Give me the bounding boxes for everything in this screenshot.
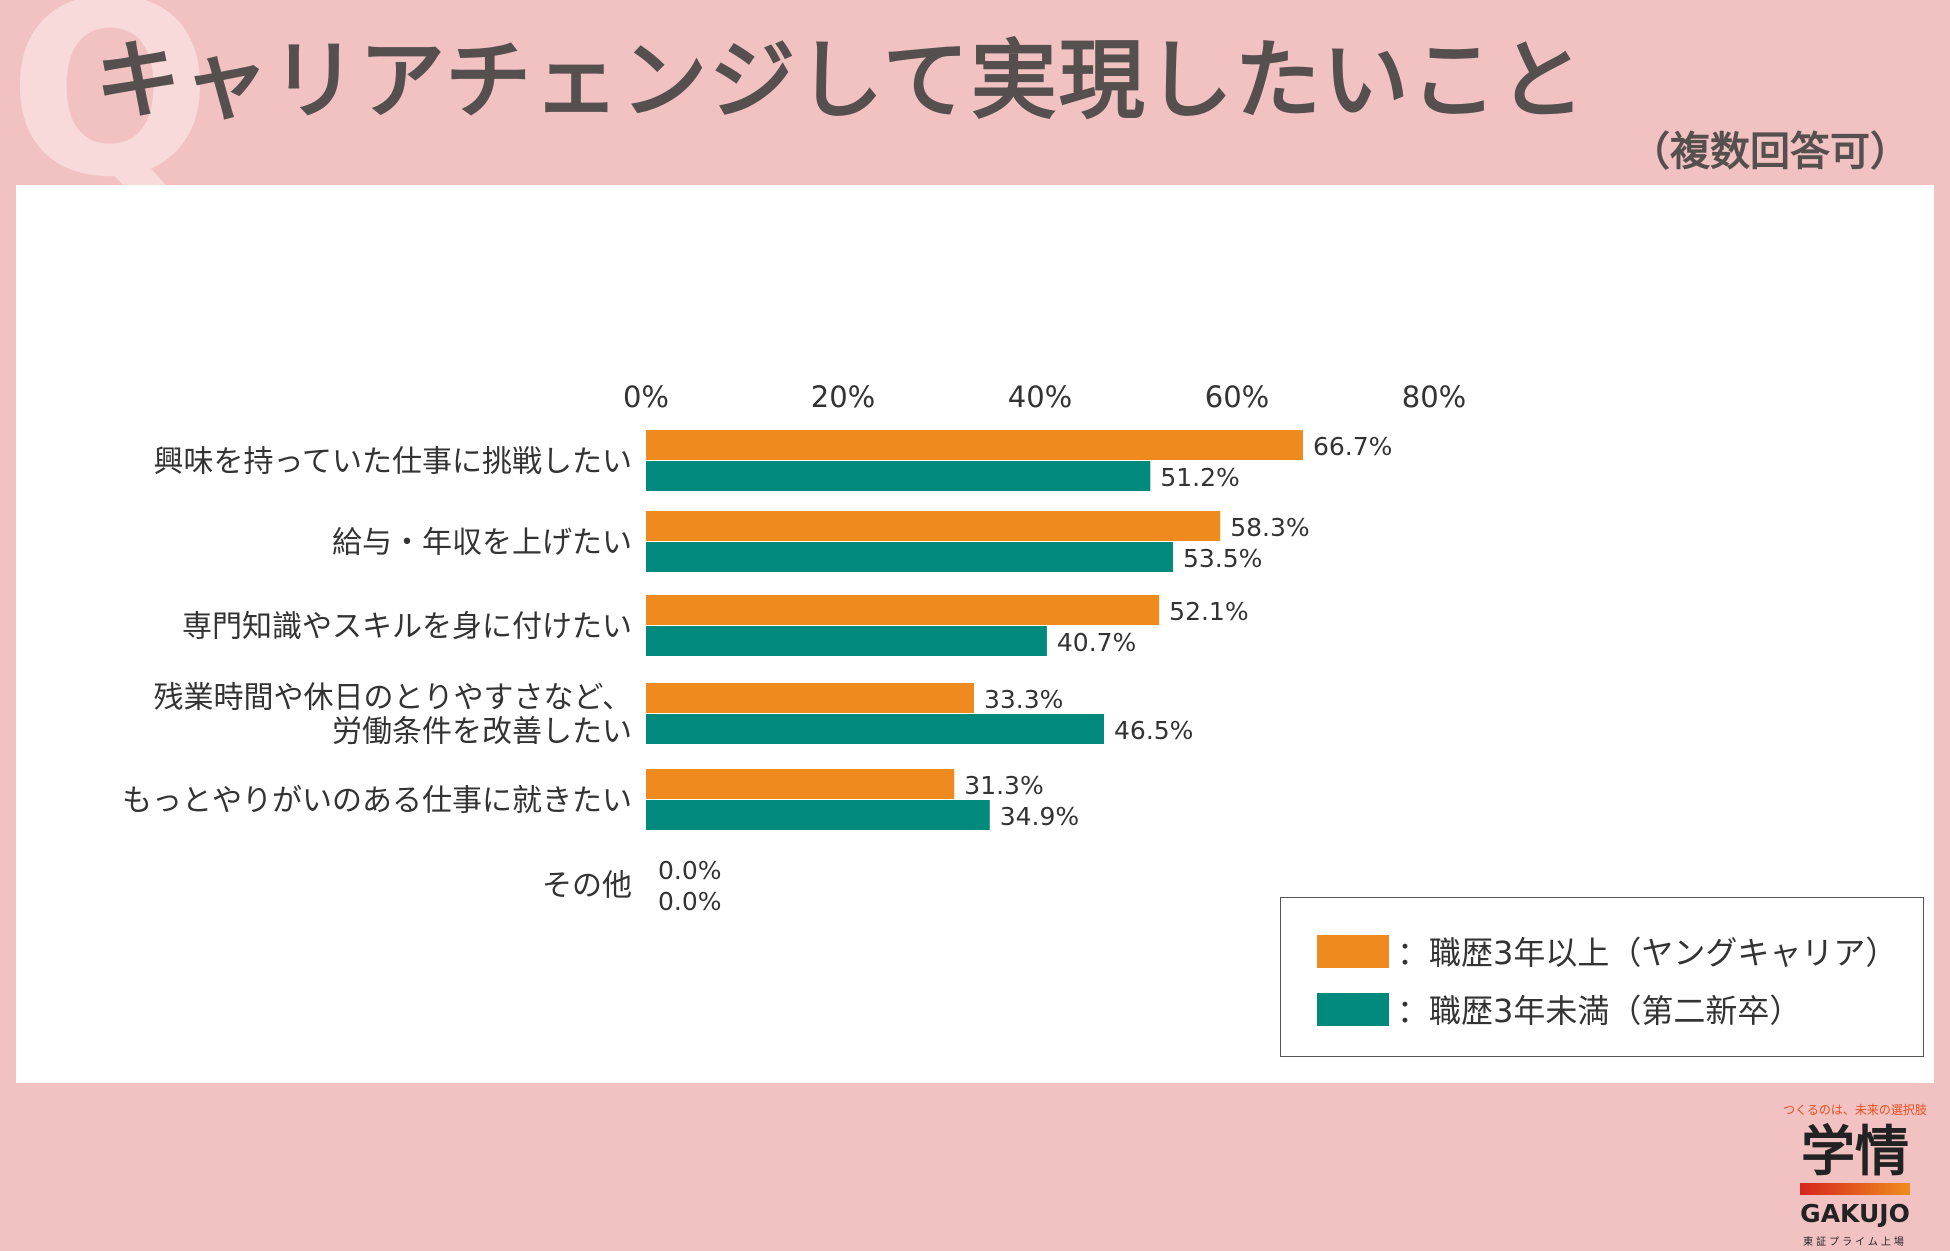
bar-value-label: 58.3% [1230,513,1309,542]
chart-legend: ：職歴3年以上（ヤングキャリア） ：職歴3年未満（第二新卒） [1280,897,1924,1057]
bar-value-label: 66.7% [1313,432,1392,461]
bar-young-career [646,595,1160,625]
logo-tagline: つくるのは、未来の選択肢 [1783,1103,1927,1117]
bar-value-label: 33.3% [984,685,1063,714]
category-label: 残業時間や休日のとりやすさなど、労働条件を改善したい [154,681,633,750]
x-tick-label: 20% [811,380,875,414]
legend-label: ：職歴3年未満（第二新卒） [1397,992,1802,1030]
page-subtitle: （複数回答可） [1630,129,1910,175]
category-label: 給与・年収を上げたい [332,526,632,561]
bar-value-label: 0.0% [658,856,722,885]
bar-chart: 0% 20% 40% 60% 80% 66.7% 51.2% 興味を持っていた仕事に挑戦したい… [122,380,1466,916]
page-title: キャリアチェンジして実現したいこと [95,31,1587,131]
x-tick-label: 60% [1205,380,1269,414]
category-label: 興味を持っていた仕事に挑戦したい [154,445,633,480]
bar-second-new-grad [646,542,1173,572]
bar-young-career [646,683,975,713]
legend-label: ：職歴3年以上（ヤングキャリア） [1397,934,1898,972]
bar-value-label: 51.2% [1160,463,1239,492]
x-tick-label: 80% [1402,380,1466,414]
chart-panel: 0% 20% 40% 60% 80% 66.7% 51.2% 興味を持っていた仕事に挑戦したい… [16,185,1934,1248]
logo-bar [1800,1183,1910,1195]
logo-kanji: 学情 [1801,1120,1909,1183]
bar-young-career [646,511,1221,541]
gakujo-logo: つくるのは、未来の選択肢 学情 GAKUJO 東証プライム上場 [1780,1101,1930,1251]
legend-item-young-career: ：職歴3年以上（ヤングキャリア） [1317,931,1898,972]
bar-value-label: 40.7% [1057,628,1136,657]
legend-swatch-teal [1317,992,1389,1026]
bar-young-career [646,769,955,799]
q-watermark: Q [8,0,213,230]
legend-item-second-new-grad: ：職歴3年未満（第二新卒） [1317,989,1802,1030]
logo-sub: 東証プライム上場 [1803,1237,1907,1248]
bar-value-label: 52.1% [1169,597,1248,626]
bar-value-label: 46.5% [1114,716,1193,745]
x-tick-label: 0% [623,380,669,414]
bar-second-new-grad [646,800,990,830]
category-label: もっとやりがいのある仕事に就きたい [122,784,632,819]
category-label: その他 [542,869,632,904]
category-label: 専門知識やスキルを身に付けたい [182,610,632,645]
bar-young-career [646,430,1303,460]
bar-second-new-grad [646,714,1105,744]
bar-value-label: 0.0% [658,887,722,916]
bar-value-label: 53.5% [1183,544,1262,573]
logo-latin: GAKUJO [1800,1199,1910,1228]
bar-second-new-grad [646,626,1047,656]
bar-second-new-grad [646,461,1151,491]
bar-value-label: 34.9% [1000,802,1079,831]
x-tick-label: 40% [1008,380,1072,414]
bar-value-label: 31.3% [964,771,1043,800]
legend-swatch-orange [1317,934,1389,968]
